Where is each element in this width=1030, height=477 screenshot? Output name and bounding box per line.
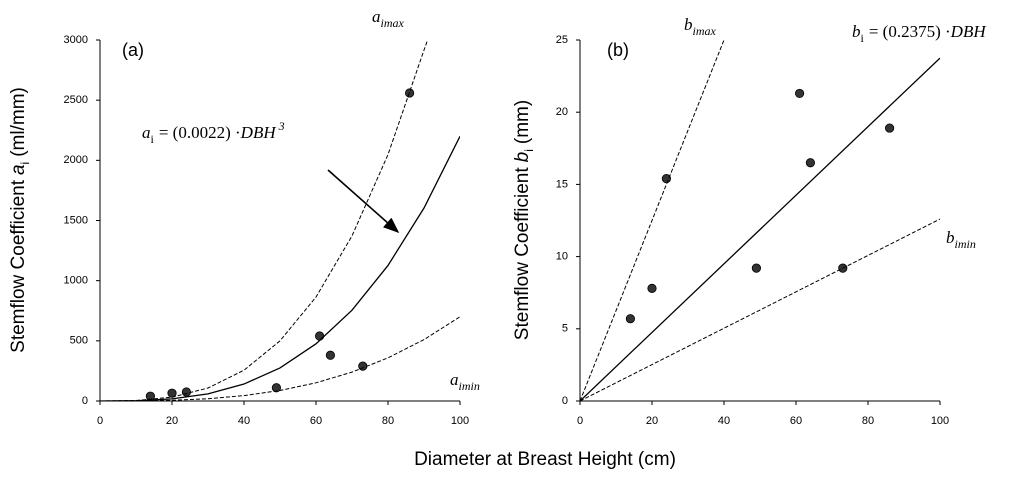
annotation: bimin	[946, 228, 976, 251]
annotation-sub: imin	[955, 237, 976, 251]
y-label-prefix: Stemflow Coefficient	[512, 167, 533, 341]
annotation-main: a	[450, 370, 459, 389]
y-tick-label: 20	[556, 106, 568, 118]
x-tick-label: 0	[97, 415, 103, 427]
annotation-main: a	[372, 7, 381, 26]
annotation: bimax	[684, 15, 717, 38]
y-tick-label: 0	[562, 395, 568, 407]
arrow	[327, 169, 400, 234]
data-point	[271, 383, 281, 393]
y-label-sub: i	[18, 162, 32, 165]
fit-line	[580, 218, 940, 401]
data-point	[884, 123, 895, 133]
annotation-main: b	[684, 15, 693, 34]
panel-label: (b)	[607, 40, 629, 60]
plot-area	[100, 40, 460, 401]
y-tick-label: 10	[556, 251, 568, 263]
equation: bi = (0.2375) ·DBH	[852, 22, 987, 45]
x-tick-label: 100	[931, 415, 949, 427]
y-axis-label: Stemflow Coefficient bi (mm)	[512, 100, 536, 340]
annotation-sub: i	[151, 132, 155, 146]
fit-line	[100, 40, 429, 401]
x-tick-label: 80	[862, 415, 874, 427]
annotation-sub: i	[861, 31, 865, 45]
annotation-main: b	[852, 22, 861, 41]
data-point	[661, 174, 672, 184]
fit-line	[580, 57, 940, 401]
y-label-var: a	[8, 164, 29, 175]
y-label-var: b	[512, 152, 533, 163]
plot-area	[580, 40, 940, 401]
x-tick-label: 20	[166, 415, 178, 427]
annotation-rest: = (0.2375) ·	[869, 22, 951, 41]
equation: ai = (0.0022) ·DBH 3	[142, 119, 285, 146]
y-tick-label: 1000	[64, 275, 88, 287]
annotation-rest: = (0.0022) ·	[159, 123, 241, 142]
data-point	[325, 350, 335, 360]
annotation-var: DBH	[240, 123, 278, 142]
y-tick-label: 0	[82, 395, 88, 407]
annotation-sub: imin	[459, 379, 480, 393]
data-point	[647, 283, 657, 293]
y-label-unit: (ml/mm)	[8, 87, 29, 157]
annotation-main: b	[946, 228, 955, 247]
data-point	[625, 314, 636, 324]
x-tick-label: 80	[382, 415, 394, 427]
fit-line	[100, 135, 460, 401]
y-label-prefix: Stemflow Coefficient	[8, 179, 29, 353]
x-tick-label: 60	[310, 415, 322, 427]
data-point	[358, 361, 368, 371]
y-tick-label: 25	[556, 34, 568, 46]
data-point	[794, 88, 805, 99]
data-point	[805, 158, 816, 168]
annotation: aimin	[450, 370, 480, 393]
x-tick-label: 60	[790, 415, 802, 427]
annotation: aimax	[372, 7, 405, 30]
x-tick-label: 40	[238, 415, 250, 427]
annotation-sub: imax	[693, 24, 717, 38]
data-point	[314, 331, 325, 341]
x-tick-label: 40	[718, 415, 730, 427]
y-tick-label: 500	[70, 335, 88, 347]
y-axis-label: Stemflow Coefficient ai (ml/mm)	[8, 87, 32, 353]
y-tick-label: 15	[556, 178, 568, 190]
fit-line	[580, 40, 725, 401]
x-tick-label: 20	[646, 415, 658, 427]
x-axis-label: Diameter at Breast Height (cm)	[414, 449, 676, 470]
annotation-main: a	[142, 123, 151, 142]
annotation-sub: imax	[381, 16, 405, 30]
y-tick-label: 2000	[64, 154, 88, 166]
data-point	[751, 263, 762, 273]
y-tick-label: 1500	[64, 214, 88, 226]
y-label-unit: (mm)	[512, 100, 533, 144]
y-tick-label: 3000	[64, 34, 88, 46]
y-tick-label: 2500	[64, 94, 88, 106]
panel-label: (a)	[122, 40, 144, 60]
y-tick-label: 5	[562, 323, 568, 335]
y-label-sub: i	[522, 149, 536, 152]
annotation-sup: 3	[278, 119, 285, 133]
fit-line	[100, 316, 460, 401]
x-tick-label: 100	[451, 415, 469, 427]
annotation-var: DBH	[950, 22, 988, 41]
data-point	[181, 387, 191, 397]
x-tick-label: 0	[577, 415, 583, 427]
